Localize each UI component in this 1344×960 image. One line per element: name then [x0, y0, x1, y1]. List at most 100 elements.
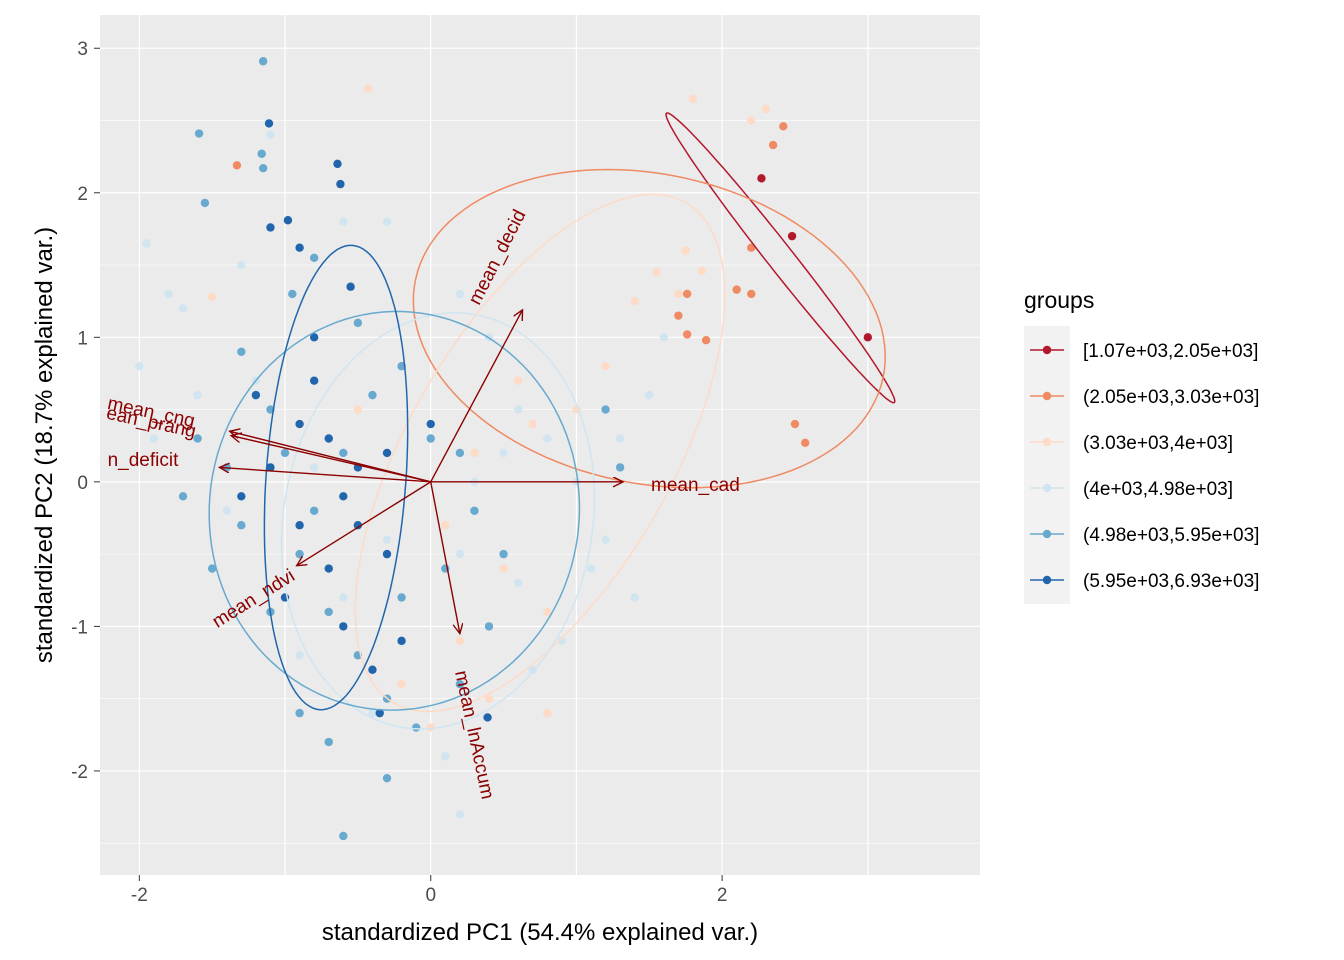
data-point: [193, 390, 202, 400]
data-point: [615, 463, 625, 472]
legend: groups [1.07e+03,2.05e+03] (2.05e+03,3.03…: [1024, 287, 1259, 604]
data-point: [222, 506, 231, 515]
group-ellipse: [412, 168, 886, 489]
data-point: [382, 448, 392, 458]
data-point: [397, 680, 406, 689]
data-point: [411, 723, 421, 732]
data-point: [768, 140, 778, 150]
data-point: [339, 593, 348, 602]
legend-key-point: [1042, 575, 1052, 585]
data-point: [484, 622, 494, 631]
data-point: [295, 708, 304, 718]
data-point: [194, 129, 204, 138]
legend-key-point: [1042, 529, 1052, 539]
data-point: [470, 448, 479, 458]
data-point: [382, 773, 392, 783]
data-point: [682, 330, 692, 339]
data-point: [324, 737, 333, 747]
y-tick-label: -1: [71, 617, 88, 638]
data-point: [499, 448, 508, 458]
data-point: [601, 362, 610, 371]
data-point: [397, 636, 406, 646]
data-point: [732, 285, 741, 294]
data-point: [295, 419, 304, 429]
data-point: [674, 311, 683, 320]
data-point: [339, 831, 348, 841]
data-point: [455, 636, 465, 646]
data-point: [543, 607, 552, 617]
legend-label: (4e+03,4.98e+03]: [1083, 479, 1233, 500]
data-point: [397, 593, 406, 602]
data-point: [513, 405, 523, 414]
data-point: [470, 506, 479, 515]
data-point: [295, 549, 304, 559]
data-point: [368, 665, 377, 674]
legend-key-point: [1042, 391, 1052, 401]
data-point: [455, 680, 465, 689]
loading-arrow: [430, 310, 523, 483]
data-point: [258, 57, 268, 66]
data-point: [757, 174, 766, 183]
legend-key-point: [1042, 345, 1052, 355]
data-point: [426, 723, 435, 732]
plot-panel: [100, 15, 980, 875]
data-point: [207, 564, 217, 573]
legend-label: (5.95e+03,6.93e+03]: [1083, 571, 1259, 592]
legend-label: (4.98e+03,5.95e+03]: [1083, 525, 1259, 546]
data-point: [178, 304, 188, 313]
y-axis-title: standardized PC2 (18.7% explained var.): [31, 227, 58, 663]
data-point: [339, 492, 348, 501]
legend-key-point: [1042, 483, 1052, 493]
data-point: [441, 752, 450, 761]
data-point: [309, 333, 319, 342]
data-point: [543, 434, 552, 443]
y-tick-label: -2: [71, 762, 88, 783]
x-tick-label: 0: [425, 885, 436, 906]
data-point: [288, 289, 297, 299]
data-point: [528, 665, 537, 674]
loading-arrow: [430, 481, 460, 634]
x-axis-title: standardized PC1 (54.4% explained var.): [322, 919, 758, 946]
data-point: [237, 492, 246, 501]
arrow-label: mean_cad: [651, 475, 740, 496]
data-point: [258, 164, 268, 173]
data-point: [382, 535, 392, 544]
y-tick-label: 1: [77, 328, 88, 349]
data-point: [339, 217, 348, 226]
x-axis-ticks: -2 0 2: [131, 875, 727, 906]
data-point: [283, 216, 293, 225]
y-axis-ticks: -2 -1 0 1 2 3: [71, 39, 100, 783]
data-point: [336, 179, 345, 189]
data-point: [353, 405, 363, 414]
data-point: [659, 333, 669, 342]
data-point: [333, 159, 342, 169]
data-point: [266, 463, 275, 472]
data-point: [207, 292, 217, 302]
data-point: [761, 104, 771, 114]
data-point: [309, 376, 319, 385]
data-point: [142, 239, 151, 248]
y-tick-label: 3: [77, 39, 88, 60]
data-point: [257, 149, 266, 158]
data-point: [455, 289, 465, 299]
data-point: [483, 713, 492, 722]
group-ellipse: [354, 193, 726, 713]
group-ellipse: [263, 244, 409, 711]
data-point: [863, 333, 873, 342]
loading-arrow: [219, 467, 431, 483]
data-point: [178, 492, 188, 501]
arrow-label: n_deficit: [108, 450, 179, 471]
data-point: [697, 266, 706, 276]
data-point: [499, 549, 508, 559]
data-point: [455, 810, 465, 819]
data-point: [652, 268, 661, 277]
data-point: [324, 607, 333, 617]
data-point: [701, 336, 711, 345]
data-point: [499, 564, 508, 573]
legend-label: (3.03e+03,4e+03]: [1083, 433, 1233, 454]
data-point: [264, 119, 274, 128]
data-point: [237, 347, 246, 356]
data-point: [309, 463, 319, 472]
data-point: [200, 198, 210, 208]
